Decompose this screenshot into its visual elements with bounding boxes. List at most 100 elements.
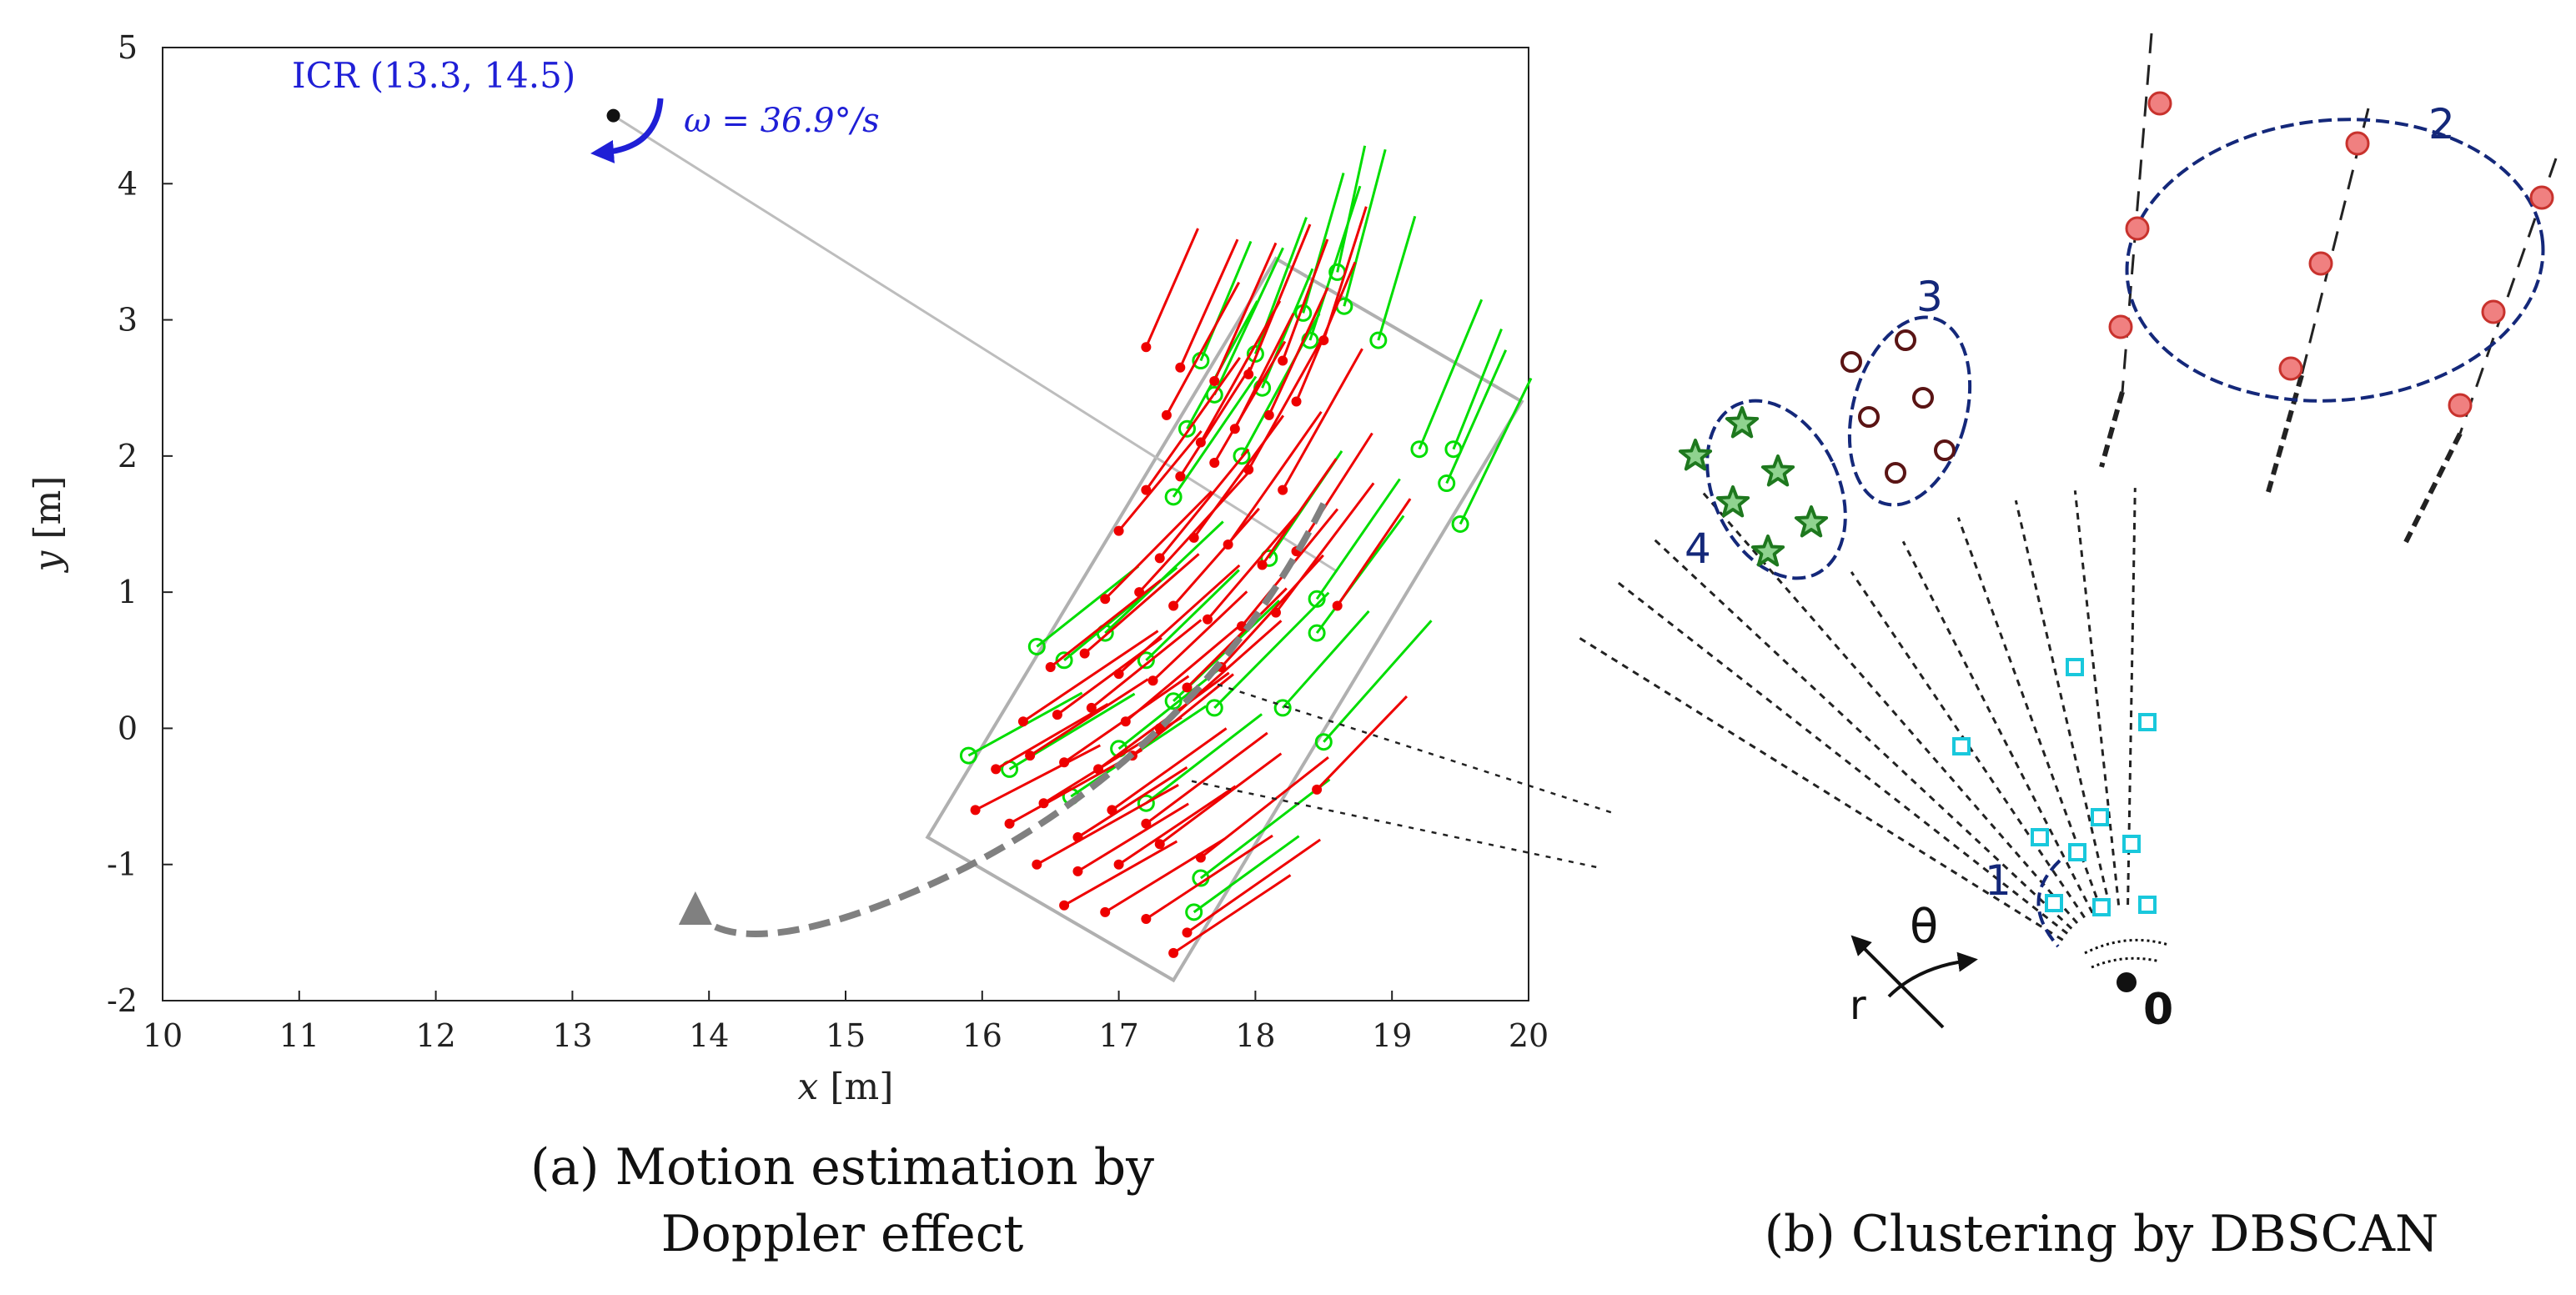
- r-label: r: [1850, 982, 1866, 1029]
- measured-point: [1308, 624, 1326, 642]
- estimated-vector: [1220, 554, 1324, 668]
- estimated-vector: [1165, 281, 1241, 416]
- estimated-point: [1175, 471, 1186, 482]
- square-point: [2091, 808, 2109, 826]
- ring-point: [1934, 439, 1956, 461]
- square-point: [2138, 896, 2157, 914]
- ring-point: [1895, 329, 1916, 351]
- estimated-point: [1141, 342, 1152, 353]
- circle-point: [2481, 299, 2506, 324]
- estimated-point: [991, 764, 1002, 775]
- cluster-3-ellipse: [1847, 315, 1972, 507]
- measured-point: [1178, 419, 1196, 438]
- estimated-vector: [1179, 366, 1252, 478]
- square-point: [2068, 843, 2086, 861]
- square-point: [2045, 894, 2063, 912]
- x-axis-label: x [m]: [798, 1066, 894, 1108]
- icr-line: [612, 114, 1338, 573]
- measured-vector: [1377, 215, 1417, 341]
- estimated-point: [1141, 484, 1152, 495]
- estimated-point: [1312, 784, 1323, 795]
- square-point: [2066, 658, 2084, 676]
- beam-ray: [1699, 488, 2079, 925]
- estimated-vector: [1042, 716, 1183, 805]
- measured-point: [1137, 651, 1155, 670]
- square-point: [1952, 737, 1971, 755]
- vehicle-bounding-box: [925, 256, 1524, 983]
- theta-arrow-icon: [1887, 951, 1978, 998]
- estimated-vector: [1138, 471, 1250, 594]
- measured-point: [1410, 440, 1429, 459]
- estimated-vector: [1268, 287, 1329, 416]
- y-tick-label: 3: [118, 302, 138, 339]
- measured-vector: [1193, 835, 1300, 914]
- estimated-vector: [1117, 430, 1203, 532]
- square-point: [2122, 835, 2141, 853]
- cluster-1-square-points: [1952, 658, 2157, 916]
- theta-label: θ: [1910, 900, 1938, 954]
- measured-point: [959, 746, 977, 765]
- estimated-vector: [1281, 238, 1329, 362]
- panel-b-dbscan-diagram: 1 2 3 4 0 θ r: [1188, 33, 2558, 1035]
- circle-point: [2345, 131, 2370, 156]
- beam-ray: [1613, 578, 2069, 935]
- estimated-vector: [1247, 223, 1312, 375]
- estimated-point: [1052, 710, 1062, 720]
- measured-vector: [1282, 610, 1370, 709]
- estimated-point: [1113, 859, 1124, 870]
- x-tick-label: 16: [962, 1017, 1002, 1054]
- star-point: [1760, 454, 1795, 487]
- circle-point: [2448, 393, 2473, 418]
- estimated-point: [1113, 525, 1124, 536]
- estimated-point: [1263, 409, 1274, 420]
- beam-ray: [1650, 535, 2073, 930]
- cluster-4-label: 4: [1685, 525, 1711, 573]
- estimated-vector: [1261, 458, 1338, 566]
- estimated-vector: [1172, 507, 1260, 607]
- circle-point: [2278, 356, 2303, 381]
- measured-vector: [1315, 478, 1401, 600]
- estimated-point: [1141, 818, 1152, 829]
- measured-vector: [1336, 145, 1367, 273]
- measured-vector: [1315, 514, 1405, 635]
- cluster-3-ring-points: [1840, 329, 1956, 484]
- x-tick-label: 13: [552, 1017, 592, 1054]
- cluster-4-star-points: [1678, 406, 1829, 567]
- ring-point: [1858, 406, 1880, 428]
- cluster-2-ellipse: [2125, 118, 2545, 403]
- icr-radius-line: [612, 114, 1338, 573]
- estimated-point: [1209, 458, 1220, 469]
- star-point: [1678, 439, 1713, 471]
- measured-vector: [1418, 299, 1484, 450]
- estimated-point: [1278, 355, 1288, 366]
- estimated-point: [1291, 396, 1302, 407]
- estimated-vector: [1036, 783, 1179, 866]
- estimated-point: [1168, 947, 1179, 958]
- estimated-vector: [1227, 410, 1323, 545]
- estimated-point: [1237, 620, 1248, 631]
- star-point: [1794, 505, 1829, 538]
- caption-a-line1: (a) Motion estimation by: [530, 1138, 1155, 1197]
- estimated-velocity-series: [970, 206, 1412, 958]
- estimated-vector: [1049, 579, 1162, 669]
- estimated-point: [970, 805, 981, 816]
- y-tick-label: 1: [118, 574, 138, 610]
- measured-vector: [1145, 569, 1240, 661]
- estimated-point: [1161, 409, 1172, 420]
- estimated-point: [1086, 702, 1097, 713]
- measured-point: [1438, 474, 1456, 493]
- measured-vector: [1199, 778, 1331, 880]
- icr-point: [606, 108, 620, 123]
- ring-point: [1840, 351, 1862, 373]
- estimated-vector: [1029, 678, 1149, 757]
- circle-point: [2308, 251, 2333, 276]
- measured-point: [1233, 447, 1251, 465]
- caption-a-line2: Doppler effect: [660, 1205, 1024, 1263]
- estimated-point: [1141, 914, 1152, 925]
- motion-path: [678, 502, 1327, 937]
- estimated-vector: [1083, 553, 1200, 655]
- y-axis-label: y [m]: [27, 476, 69, 574]
- estimated-vector: [1295, 432, 1373, 552]
- estimated-point: [1032, 859, 1042, 870]
- square-point: [2138, 713, 2157, 731]
